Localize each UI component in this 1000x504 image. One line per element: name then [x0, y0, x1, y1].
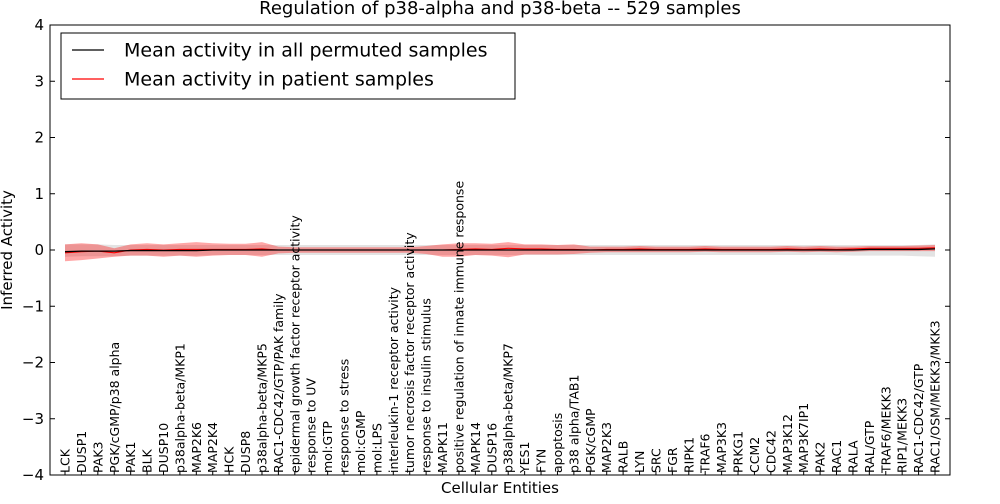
y-tick-label: 0: [34, 241, 44, 259]
category-label: TRAF6/MEKK3: [878, 386, 893, 474]
category-label: tumor necrosis factor receptor activity: [402, 232, 417, 473]
y-ticks: 4 3 2 1 0 −1 −2 −3 −4: [22, 16, 950, 484]
category-label: MAP3K12: [780, 414, 795, 473]
y-axis-label: Inferred Activity: [0, 190, 16, 310]
x-axis-label: Cellular Entities: [441, 479, 559, 497]
legend-box: [60, 32, 516, 100]
y-tick-label: 3: [34, 72, 44, 90]
category-label: HCK: [222, 446, 237, 473]
category-label: PAK2: [813, 442, 828, 473]
category-label: response to stress: [337, 359, 352, 473]
confidence-bands: [65, 242, 935, 262]
y-tick-label: 2: [34, 129, 44, 147]
category-label: MAP3K7IP1: [796, 403, 811, 473]
category-label: CDC42: [763, 430, 778, 473]
category-label: RALB: [616, 441, 631, 473]
category-label: response to insulin stimulus: [419, 298, 434, 473]
category-label: FGR: [665, 447, 680, 473]
category-label: RAC1-CDC42/GTP/PAK family: [271, 293, 286, 473]
y-tick-label: 4: [34, 16, 44, 34]
legend: Mean activity in all permuted samples Me…: [60, 32, 516, 100]
category-label: FYN: [534, 449, 549, 473]
y-tick-label: −2: [22, 354, 44, 372]
category-label: mol:cGMP: [353, 410, 368, 473]
category-label: mol:LPS: [369, 423, 384, 473]
category-label: DUSP1: [74, 431, 89, 473]
category-label: MAP3K3: [714, 422, 729, 473]
category-label: MAPK11: [435, 422, 450, 473]
category-label: epidermal growth factor receptor activit…: [287, 215, 302, 473]
y-tick-label: −3: [22, 410, 44, 428]
permuted-mean-line: [64, 248, 936, 253]
category-label: p38alpha-beta/MKP7: [501, 343, 516, 473]
category-label: p38alpha-beta/MKP5: [254, 343, 269, 473]
category-label: RAL/GTP: [862, 420, 877, 473]
category-label: p38 alpha/TAB1: [566, 375, 581, 473]
chart-title: Regulation of p38-alpha and p38-beta -- …: [259, 0, 741, 19]
category-label: SRC: [648, 448, 663, 473]
category-label: MAP2K3: [599, 422, 614, 473]
y-tick-label: 1: [34, 185, 44, 203]
category-label: response to UV: [304, 378, 319, 473]
y-tick-label: −4: [22, 466, 44, 484]
category-label: CCM2: [747, 437, 762, 473]
category-label: DUSP10: [156, 423, 171, 473]
category-label: positive regulation of innate immune res…: [451, 181, 466, 473]
category-label: MAP2K6: [189, 422, 204, 473]
category-label: BLK: [140, 448, 155, 473]
category-label: RALA: [845, 440, 860, 473]
category-label: RIPK1: [681, 437, 696, 473]
category-label: apoptosis: [550, 413, 565, 473]
category-label: PGK/cGMP: [583, 408, 598, 473]
category-label: MAP2K4: [205, 422, 220, 473]
category-labels: LCK DUSP1 PAK3 PGK/cGMP/p38 alpha PAK1 BLK DUS…: [58, 181, 943, 475]
category-label: RAC1/OSM/MEKK3/MKK3: [928, 320, 943, 473]
category-label: DUSP16: [484, 423, 499, 473]
category-label: LCK: [58, 448, 73, 473]
y-tick-label: −1: [22, 297, 44, 315]
category-label: MAPK14: [468, 422, 483, 473]
category-label: TRAF6: [698, 433, 713, 474]
category-label: LYN: [632, 451, 647, 473]
category-label: PRKG1: [731, 431, 746, 473]
category-label: PAK1: [123, 442, 138, 473]
category-label: RAC1: [829, 440, 844, 473]
category-label: interleukin-1 receptor activity: [386, 286, 401, 473]
category-label: YES1: [517, 442, 532, 474]
legend-label-patient: Mean activity in patient samples: [124, 69, 434, 91]
legend-label-permuted: Mean activity in all permuted samples: [124, 40, 487, 62]
category-label: DUSP8: [238, 431, 253, 473]
category-label: PGK/cGMP/p38 alpha: [107, 342, 122, 473]
category-label: PAK3: [90, 442, 105, 473]
category-label: mol:GTP: [320, 421, 335, 473]
category-label: RIP1/MEKK3: [895, 398, 910, 473]
patient-band: [65, 242, 935, 262]
category-label: p38alpha-beta/MKP1: [172, 343, 187, 473]
plot-frame: [49, 24, 951, 476]
series-lines: [64, 247, 936, 254]
patient-mean-line: [64, 247, 936, 254]
category-label: RAC1-CDC42/GTP: [911, 363, 926, 473]
